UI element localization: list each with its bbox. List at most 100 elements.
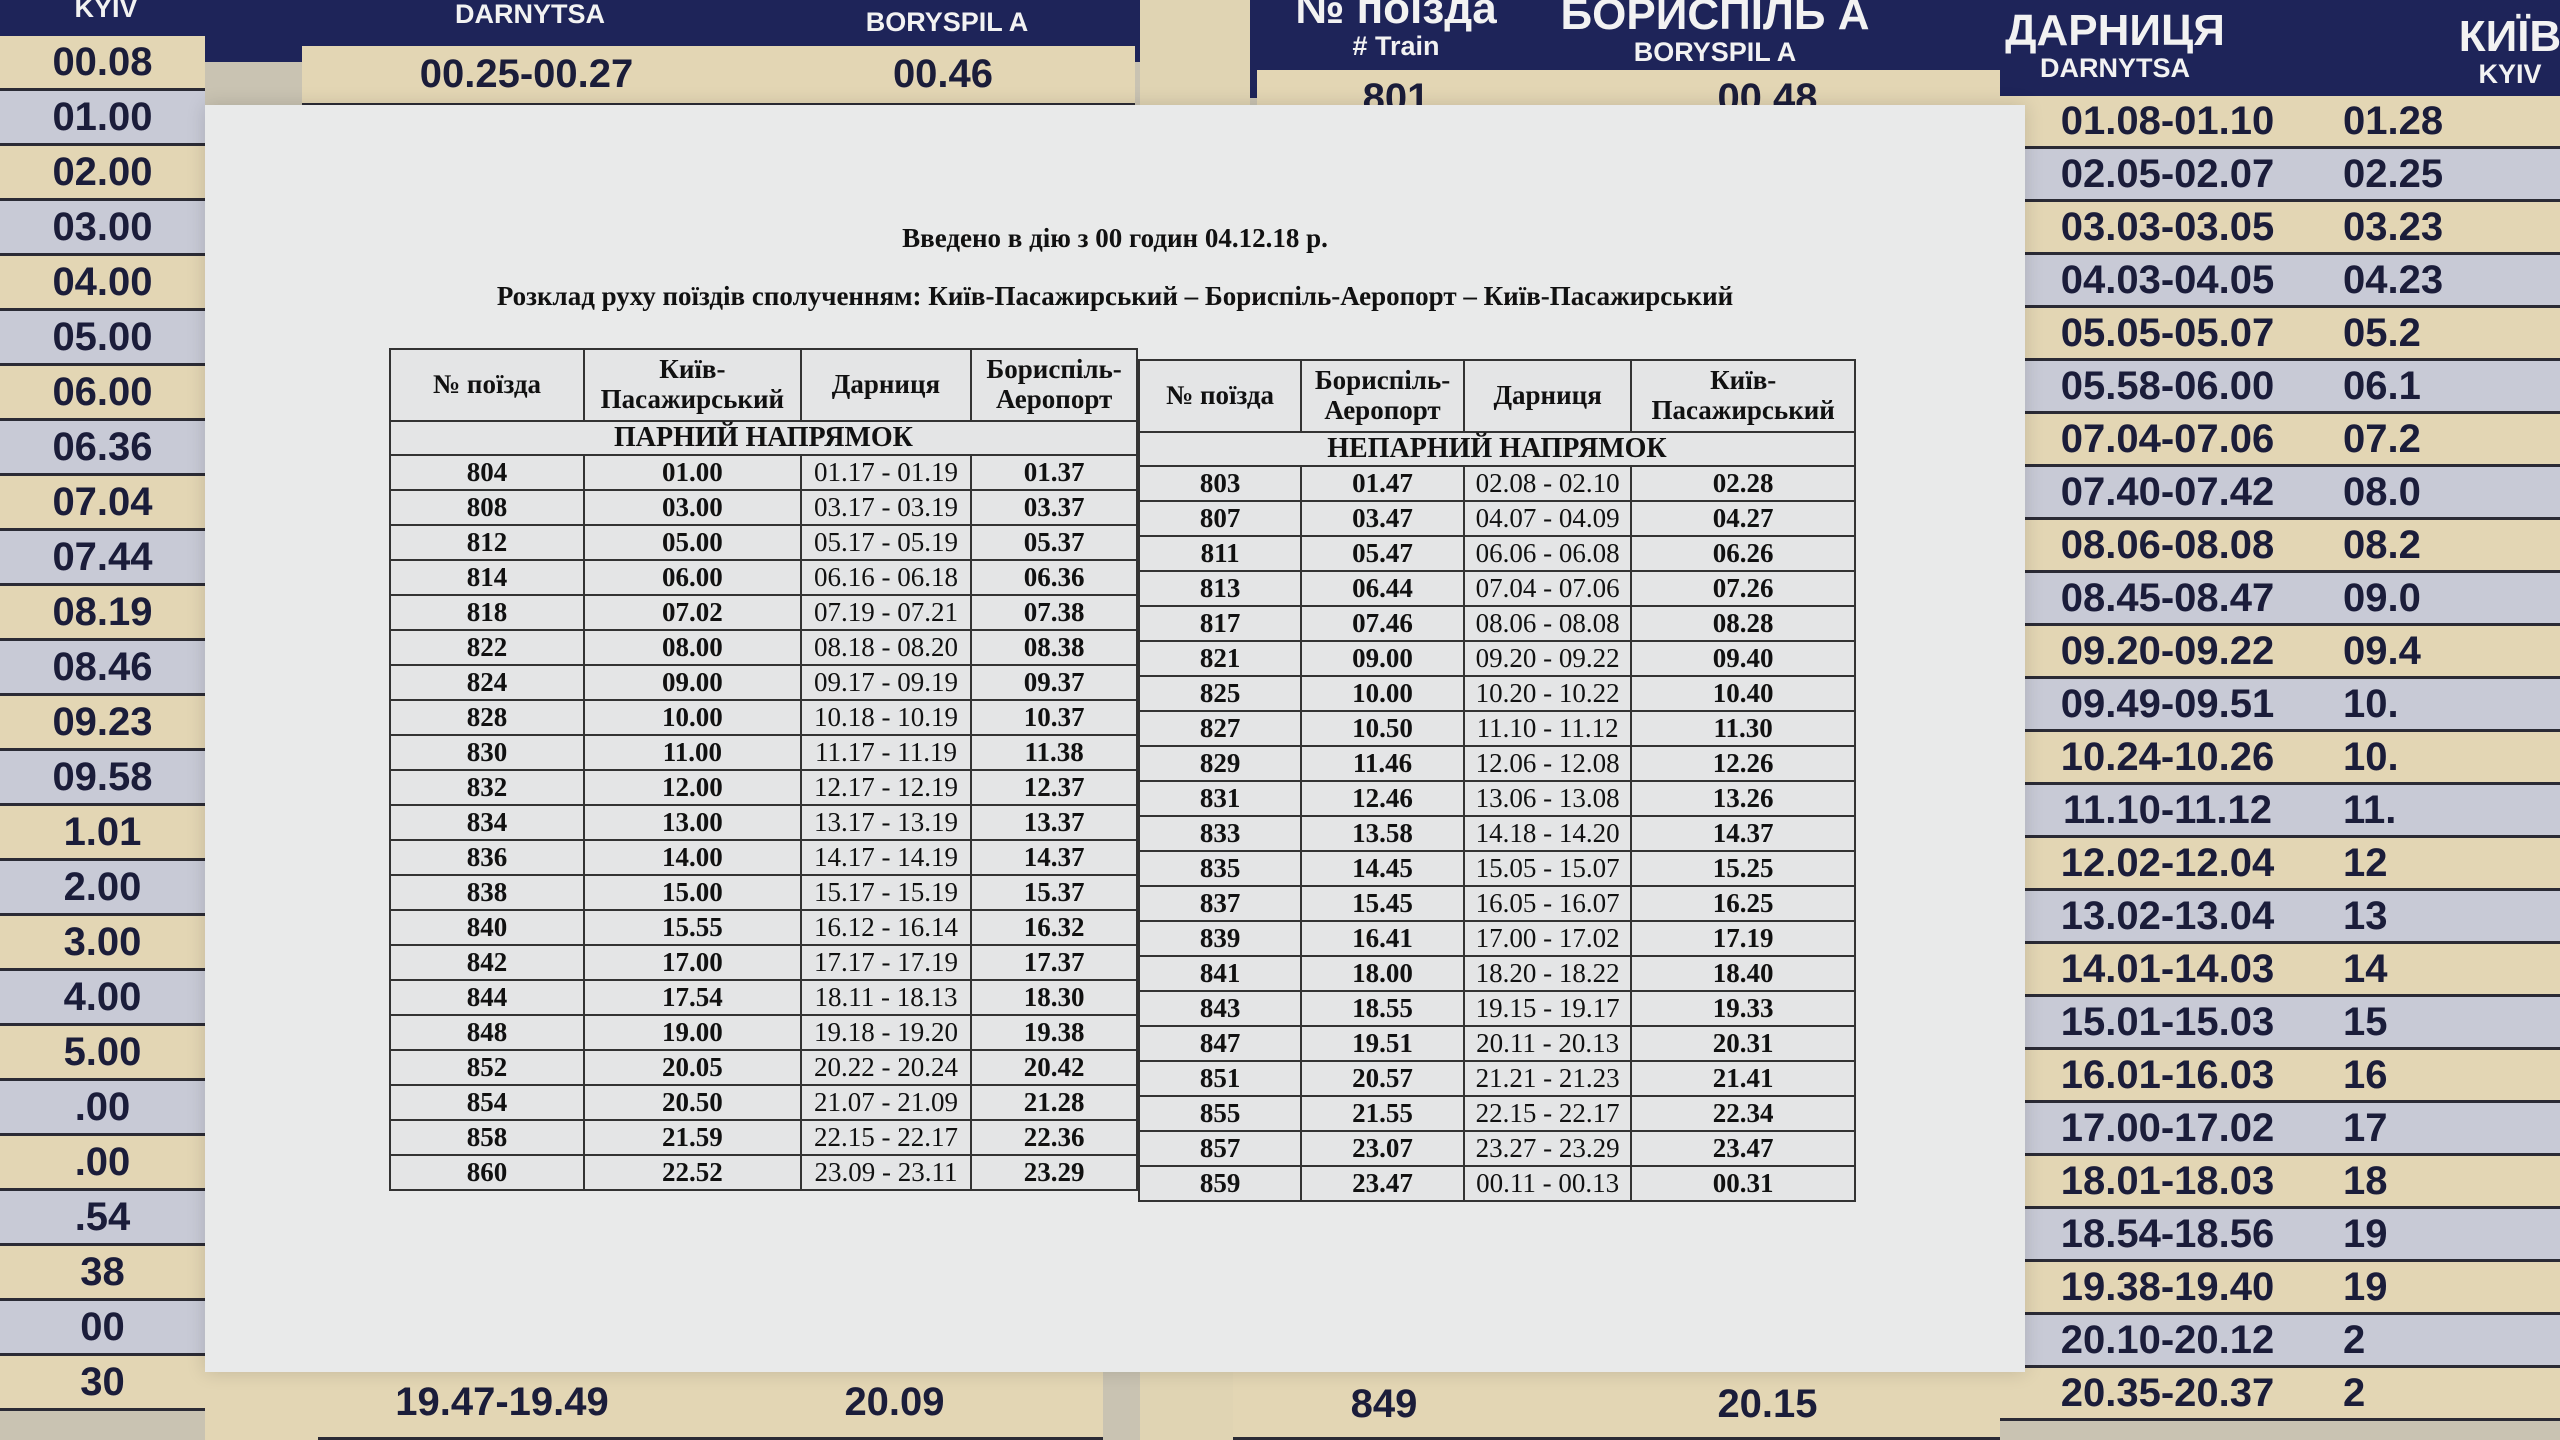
arrival-cell: 01.37 [970,454,1138,491]
board-cell: 08.0 [2335,467,2560,520]
board-cell: 16.01-16.03 [2000,1050,2335,1103]
train-number-cell: 836 [389,839,585,876]
arrival-cell: 21.41 [1630,1060,1856,1097]
departure-cell: 12.00 [583,769,802,806]
board-cell: 11.10-11.12 [2000,785,2335,838]
arrival-cell: 12.37 [970,769,1138,806]
darnytsia-cell: 00.11 - 00.13 [1462,1165,1633,1202]
darnytsia-cell: 09.20 - 09.22 [1462,640,1633,677]
arrival-cell: 21.28 [970,1084,1138,1121]
board-cell: 08.45-08.47 [2000,573,2335,626]
departure-cell: 01.00 [583,454,802,491]
board-cell: 20.15 [1535,1372,2000,1440]
table-row: 824 09.00 09.17 - 09.19 09.37 [389,664,1138,701]
departure-cell: 10.50 [1300,710,1465,747]
board-cell: 05.00 [0,311,205,366]
table-row: 812 05.00 05.17 - 05.19 05.37 [389,524,1138,561]
board-cell: 05.2 [2335,308,2560,361]
darnytsia-cell: 13.06 - 13.08 [1462,780,1633,817]
train-number-cell: 843 [1137,990,1303,1027]
col-header-boryspil-airport: Бориспіль-Аеропорт [1300,359,1465,433]
odd-direction-table: № поїзда Бориспіль-Аеропорт Дарниця Київ… [1137,359,1856,1202]
header-boryspil-left: BORYSPIL A [865,7,1029,37]
departure-cell: 16.41 [1300,920,1465,957]
darnytsia-cell: 09.17 - 09.19 [799,664,973,701]
darnytsia-cell: 18.11 - 18.13 [799,979,973,1016]
arrival-cell: 18.30 [970,979,1138,1016]
darnytsia-cell: 05.17 - 05.19 [799,524,973,561]
board-cell: 19.38-19.40 [2000,1262,2335,1315]
table-row: 842 17.00 17.17 - 17.19 17.37 [389,944,1138,981]
board-cell: 1.01 [0,806,205,861]
table-row: 844 17.54 18.11 - 18.13 18.30 [389,979,1138,1016]
darnytsia-cell: 12.06 - 12.08 [1462,745,1633,782]
departure-cell: 10.00 [1300,675,1465,712]
train-number-cell: 803 [1137,465,1303,502]
board-cell: 01.00 [0,91,205,146]
board-cell: 2 [2335,1315,2560,1368]
darnytsia-cell: 22.15 - 22.17 [799,1119,973,1156]
board-cell: 2 [2335,1368,2560,1421]
darnytsia-cell: 07.04 - 07.06 [1462,570,1633,607]
departure-cell: 09.00 [583,664,802,701]
direction-section-label: ПАРНИЙ НАПРЯМОК [389,420,1138,456]
train-number-cell: 859 [1137,1165,1303,1202]
col-header-boryspil-airport: Бориспіль-Аеропорт [970,348,1138,422]
table-row: 831 12.46 13.06 - 13.08 13.26 [1137,780,1856,817]
departure-cell: 15.45 [1300,885,1465,922]
train-number-cell: 804 [389,454,585,491]
table-row: 840 15.55 16.12 - 16.14 16.32 [389,909,1138,946]
departure-cell: 13.00 [583,804,802,841]
departure-cell: 06.00 [583,559,802,596]
board-cell: 09.58 [0,751,205,806]
departure-cell: 20.05 [583,1049,802,1086]
departure-cell: 20.50 [583,1084,802,1121]
board-cell: 09.23 [0,696,205,751]
table-row: 837 15.45 16.05 - 16.07 16.25 [1137,885,1856,922]
train-number-cell: 837 [1137,885,1303,922]
board-cell: 05.58-06.00 [2000,361,2335,414]
arrival-cell: 09.37 [970,664,1138,701]
departure-cell: 11.46 [1300,745,1465,782]
arrival-cell: 18.40 [1630,955,1856,992]
arrival-cell: 10.40 [1630,675,1856,712]
darnytsia-cell: 15.05 - 15.07 [1462,850,1633,887]
departure-cell: 13.58 [1300,815,1465,852]
train-number-cell: 855 [1137,1095,1303,1132]
board-cell: 2.00 [0,861,205,916]
train-number-cell: 824 [389,664,585,701]
even-direction-table: № поїзда Київ-Пасажирський Дарниця Борис… [389,348,1138,1191]
left-board-bottom-row: 19.47-19.49 20.09 [205,1368,1103,1440]
darnytsia-cell: 06.06 - 06.08 [1462,535,1633,572]
departure-cell: 01.47 [1300,465,1465,502]
board-cell: 00.25-00.27 [302,46,751,106]
table-row: 852 20.05 20.22 - 20.24 20.42 [389,1049,1138,1086]
table-row: 830 11.00 11.17 - 11.19 11.38 [389,734,1138,771]
arrival-cell: 11.38 [970,734,1138,771]
train-number-cell: 838 [389,874,585,911]
board-cell: 03.03-03.05 [2000,202,2335,255]
departure-cell: 05.47 [1300,535,1465,572]
board-cell: 38 [0,1246,205,1301]
table-row: 814 06.00 06.16 - 06.18 06.36 [389,559,1138,596]
table-row: 834 13.00 13.17 - 13.19 13.37 [389,804,1138,841]
train-number-cell: 858 [389,1119,585,1156]
right-board-kyiv-column: 01.28 02.25 03.23 04.23 05.2 06.1 07.2 08.0 08.2… [2335,96,2560,1440]
darnytsia-cell: 03.17 - 03.19 [799,489,973,526]
header-darnytsa-left: DARNYTSA [454,0,606,29]
train-number-cell: 833 [1137,815,1303,852]
board-cell: 04.23 [2335,255,2560,308]
darnytsia-cell: 10.18 - 10.19 [799,699,973,736]
departure-cell: 07.46 [1300,605,1465,642]
darnytsia-cell: 10.20 - 10.22 [1462,675,1633,712]
col-header-darnytsia: Дарниця [1462,359,1633,433]
board-cell: 13.02-13.04 [2000,891,2335,944]
board-cell: 08.2 [2335,520,2560,573]
board-cell: 14 [2335,944,2560,997]
board-cell: 03.23 [2335,202,2560,255]
arrival-cell: 07.26 [1630,570,1856,607]
table-row: 835 14.45 15.05 - 15.07 15.25 [1137,850,1856,887]
darnytsia-cell: 22.15 - 22.17 [1462,1095,1633,1132]
arrival-cell: 15.25 [1630,850,1856,887]
train-number-cell: 814 [389,559,585,596]
